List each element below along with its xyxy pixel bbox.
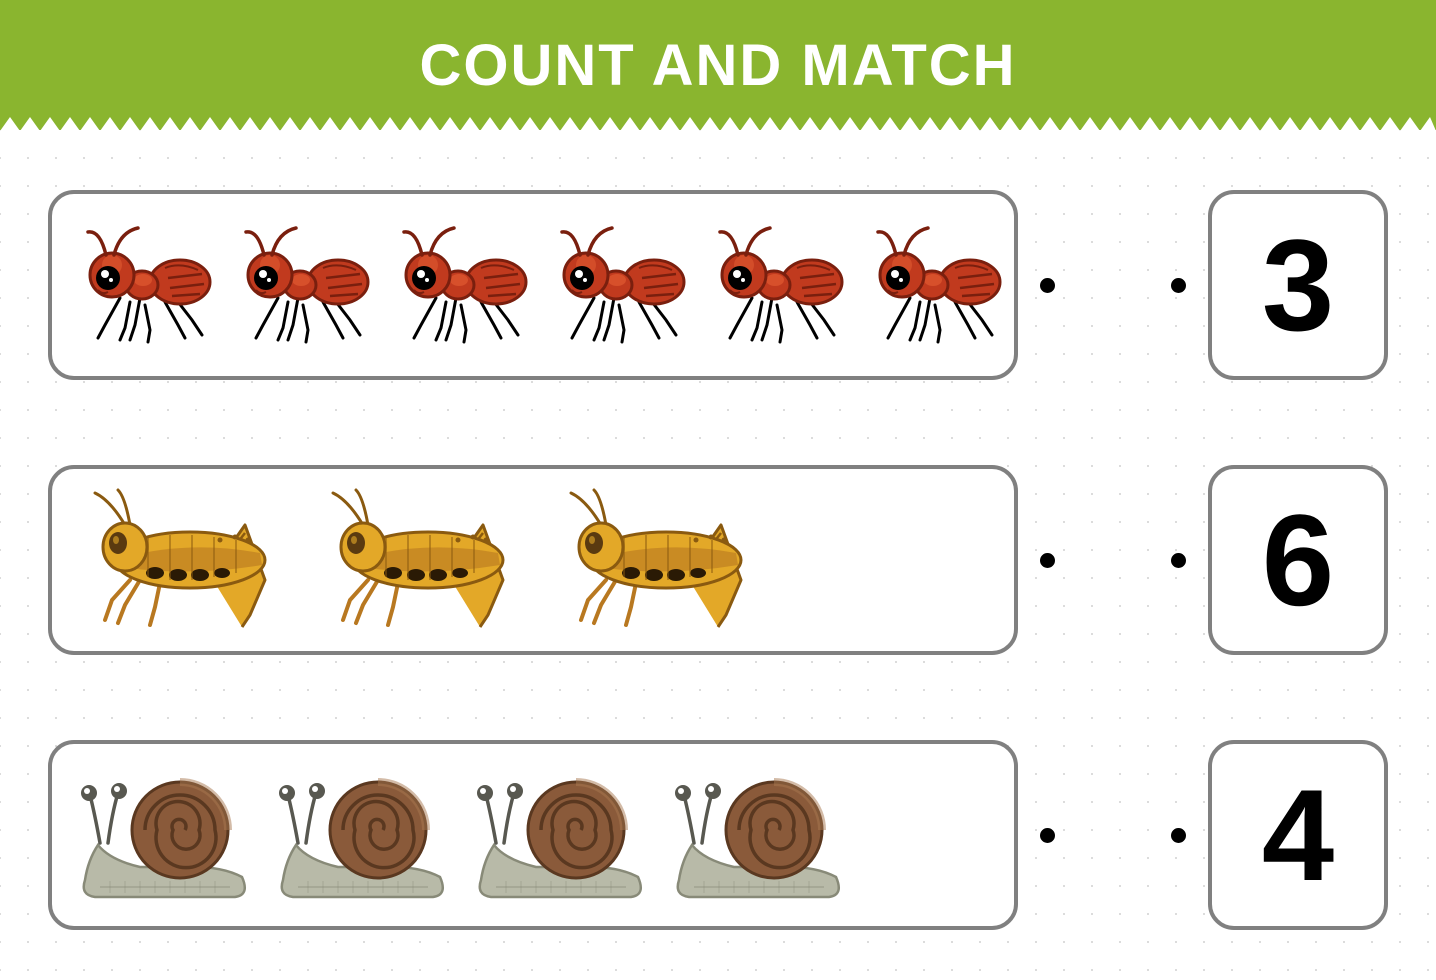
row-ants: 3 [48,180,1388,390]
grasshopper-icon [308,485,538,635]
number-label: 6 [1262,485,1334,635]
worksheet-content: 3 [0,130,1436,980]
match-gap[interactable] [1018,553,1208,568]
ant-icon [702,220,852,350]
row-snails: 4 [48,730,1388,940]
ant-icon [70,220,220,350]
snail-icon [466,765,656,905]
match-dot-right [1171,828,1186,843]
number-box[interactable]: 6 [1208,465,1388,655]
zigzag-divider [0,117,1436,131]
match-gap[interactable] [1018,828,1208,843]
page-title: COUNT AND MATCH [419,32,1016,99]
number-box[interactable]: 3 [1208,190,1388,380]
item-box-grasshoppers [48,465,1018,655]
grasshopper-icon [546,485,776,635]
ant-icon [860,220,1010,350]
ant-icon [544,220,694,350]
snail-icon [268,765,458,905]
number-label: 4 [1262,760,1334,910]
ant-icon [228,220,378,350]
item-box-ants [48,190,1018,380]
match-gap[interactable] [1018,278,1208,293]
match-dot-left [1040,278,1055,293]
item-box-snails [48,740,1018,930]
snail-icon [70,765,260,905]
match-dot-right [1171,553,1186,568]
ant-icon [386,220,536,350]
grasshopper-icon [70,485,300,635]
match-dot-right [1171,278,1186,293]
match-dot-left [1040,828,1055,843]
match-dot-left [1040,553,1055,568]
snail-icon [664,765,854,905]
number-label: 3 [1262,210,1334,360]
row-grasshoppers: 6 [48,455,1388,665]
header-banner: COUNT AND MATCH [0,0,1436,130]
number-box[interactable]: 4 [1208,740,1388,930]
